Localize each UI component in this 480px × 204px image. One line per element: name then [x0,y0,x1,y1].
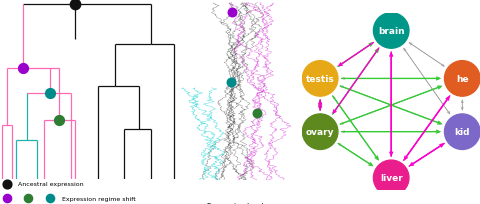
Circle shape [302,114,338,150]
Point [228,81,235,84]
Point [228,11,236,14]
Circle shape [444,114,480,150]
Point [19,67,27,70]
Text: brain: brain [378,27,405,36]
Text: Expression regime shift: Expression regime shift [62,196,136,201]
Text: Ancestral expression: Ancestral expression [18,182,84,186]
Point [46,197,54,200]
Text: testis: testis [306,74,335,83]
Text: Expression level: Expression level [207,202,264,204]
Text: ovary: ovary [306,128,335,136]
Circle shape [373,160,409,196]
Point [24,197,32,200]
Text: kid: kid [455,128,470,136]
Circle shape [444,61,480,97]
Point [253,112,261,115]
Point [55,119,62,122]
Point [46,92,54,95]
Circle shape [302,61,338,97]
Circle shape [373,14,409,49]
Point [3,182,11,186]
Text: he: he [456,74,468,83]
Point [71,4,78,7]
Text: liver: liver [380,174,403,182]
Point [3,197,11,200]
